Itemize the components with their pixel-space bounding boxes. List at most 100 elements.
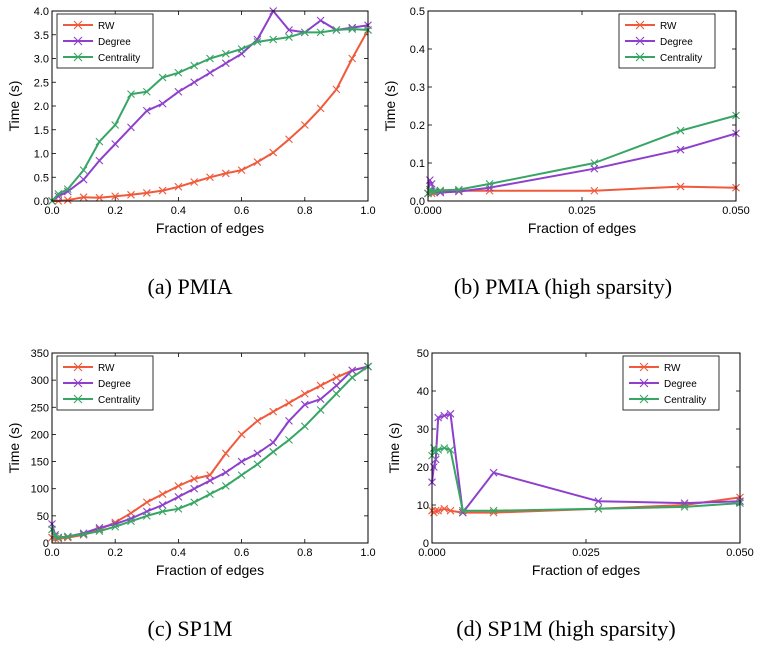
data-point-centrality [127,517,135,526]
y-tick-label: 0.3 [410,82,425,94]
panel-caption: (a) PMIA [148,274,233,299]
legend-label-degree: Degree [98,37,131,48]
x-tick-label: 0.050 [722,205,750,217]
legend-label-rw: RW [98,21,115,32]
data-point-degree [190,78,199,87]
legend-marker-degree [73,36,83,46]
data-point-centrality [594,504,603,513]
data-point-rw [190,475,199,483]
x-tick-label: 0.000 [418,547,446,559]
data-point-centrality [430,187,439,196]
data-point-degree [676,145,685,154]
legend-label-centrality: Centrality [660,53,702,64]
data-point-centrality [63,185,72,194]
data-point-rw [158,490,167,499]
y-tick-label: 100 [31,484,49,496]
data-point-centrality [95,527,104,535]
data-point-centrality [158,73,167,82]
chart-panel-3: 0.0 0.2 0.4 0.6 0.8 1.0 0 50 100 150 200 250 300 350 F… [6,348,376,641]
data-point-centrality [454,185,463,194]
data-point-degree [253,449,262,458]
y-tick-label: 0 [43,538,49,550]
legend-label-degree: Degree [664,379,697,390]
data-point-degree [190,484,199,493]
x-tick-label: 0.2 [108,547,123,559]
x-tick-label: 0.6 [234,547,249,559]
legend-label-rw: RW [98,363,115,374]
legend-marker-centrality [73,394,83,404]
data-point-centrality [485,180,494,188]
data-point-degree [174,492,183,501]
data-point-rw [237,166,246,175]
legend-marker-rw [635,20,645,30]
y-tick-label: 30 [417,424,429,436]
y-tick-label: 20 [417,462,429,474]
data-point-centrality [63,532,72,541]
data-point-rw [174,182,183,191]
y-axis-label: Time (s) [6,423,22,474]
legend-marker-degree [635,36,645,46]
data-point-degree [485,183,494,192]
legend-label-degree: Degree [98,379,131,390]
data-point-rw [79,193,88,202]
y-tick-label: 4.0 [34,6,49,18]
data-point-rw [142,498,151,507]
data-point-centrality [316,28,325,37]
data-point-rw [206,173,214,182]
data-point-degree [590,164,599,173]
y-tick-label: 300 [31,375,49,387]
data-point-centrality [190,61,199,70]
series-line-centrality [427,114,737,194]
data-point-rw [446,506,455,515]
legend-marker-degree [73,378,83,388]
panel-caption: (b) PMIA (high sparsity) [454,274,672,299]
legend-marker-rw [639,362,649,372]
data-point-rw [285,399,293,407]
x-axis-label: Fraction of edges [156,220,264,236]
data-point-degree [348,366,357,375]
data-point-centrality [590,159,599,167]
y-tick-label: 0.2 [410,120,425,132]
data-point-rw [221,449,230,458]
x-tick-label: 0.4 [171,547,186,559]
data-point-rw [111,192,120,201]
data-point-rw [253,416,262,425]
x-tick-label: 0.0 [44,547,59,559]
x-axis-label: Fraction of edges [532,562,640,578]
data-point-degree [95,156,104,165]
y-tick-label: 0.1 [410,158,425,170]
data-point-rw [253,158,262,166]
plot-frame [431,352,741,544]
data-point-degree [237,457,246,466]
data-point-rw [127,190,135,199]
legend-marker-rw [73,362,83,372]
y-tick-label: 0.5 [34,172,49,184]
data-point-centrality [127,90,135,99]
legend-marker-rw [73,20,83,30]
legend-marker-centrality [639,394,649,404]
x-tick-label: 0.2 [108,205,123,217]
y-tick-label: 1.5 [34,125,49,137]
data-point-centrality [158,507,167,516]
x-axis-label: Fraction of edges [156,562,264,578]
y-tick-label: 0 [423,538,429,550]
y-axis-label: Time (s) [382,81,398,132]
data-point-rw [590,186,599,195]
data-point-centrality [221,49,230,58]
x-tick-label: 1.0 [360,547,375,559]
data-point-degree [427,180,436,188]
chart-panel-4: 0.000 0.025 0.050 0 10 20 30 40 50 Fraction of ed… [386,348,754,641]
x-tick-label: 0.4 [171,205,186,217]
data-point-centrality [434,446,443,454]
y-tick-label: 0.0 [410,196,425,208]
y-tick-label: 0.0 [34,196,49,208]
legend: RW Degree Centrality [56,355,154,411]
data-point-centrality [253,460,262,469]
data-point-rw [300,121,309,129]
series-line-degree [427,132,737,194]
data-point-centrality [221,482,230,490]
data-point-rw [63,196,72,204]
data-point-rw [332,373,341,382]
legend-label-centrality: Centrality [98,53,140,64]
